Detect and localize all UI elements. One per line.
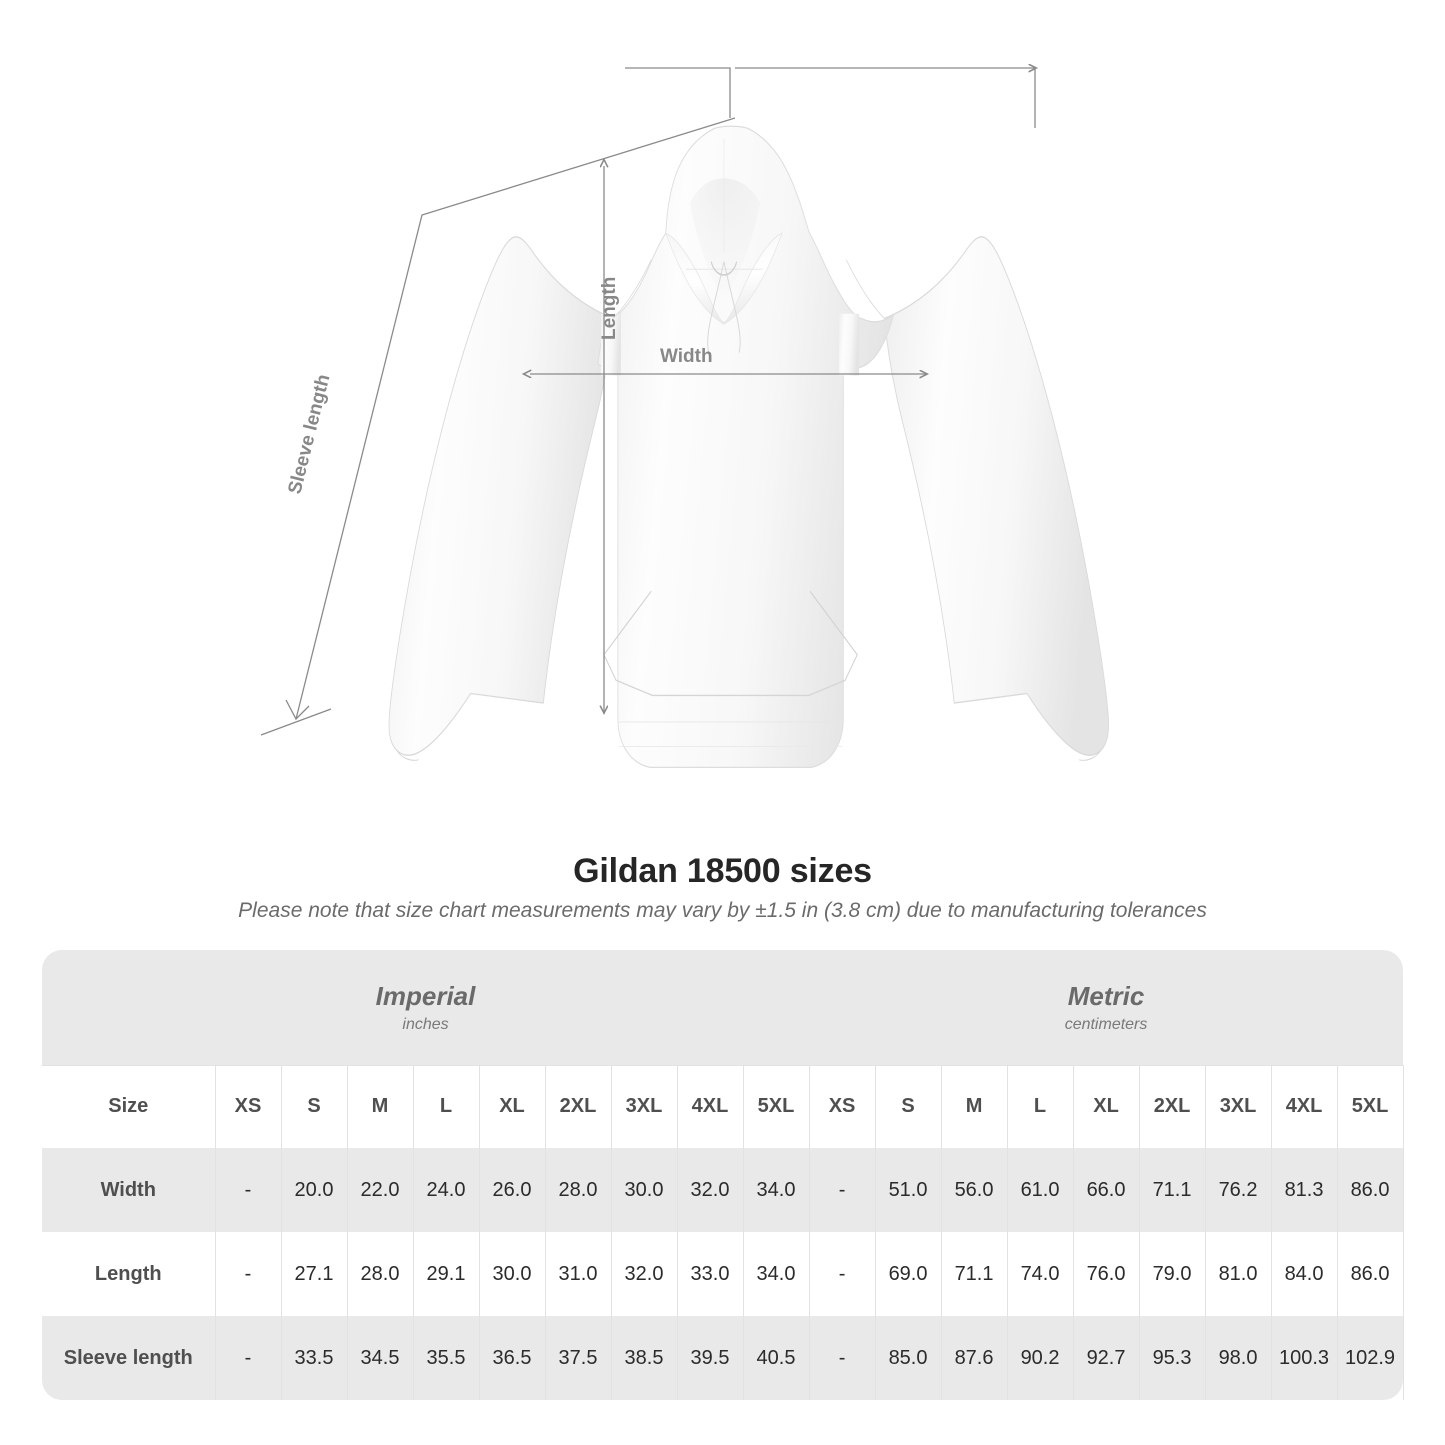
svg-text:Length: Length xyxy=(599,277,620,340)
svg-text:Width: Width xyxy=(660,346,713,367)
svg-text:Sleeve length: Sleeve length xyxy=(284,372,334,496)
